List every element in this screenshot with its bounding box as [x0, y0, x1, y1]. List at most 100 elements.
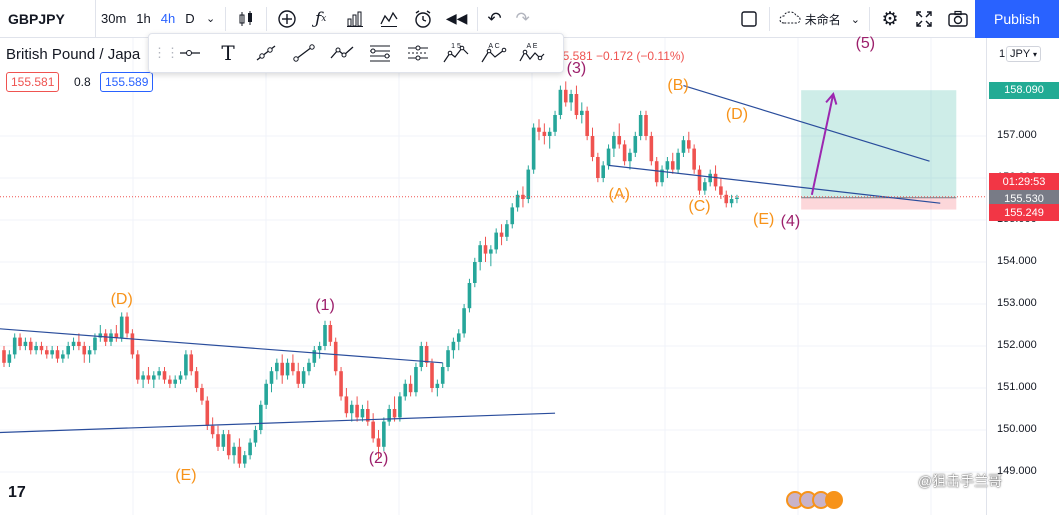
elliott-impulse-icon[interactable]: 1 5: [437, 34, 475, 72]
toolbar-right-group: 未命名 ⌄ ⚙ Publish: [732, 0, 1059, 38]
candle: [446, 346, 450, 372]
candle-body: [403, 383, 408, 397]
line-icon[interactable]: [285, 34, 323, 72]
gear-icon[interactable]: ⚙: [881, 8, 899, 30]
projection-arrow-head[interactable]: [825, 91, 838, 105]
candle-body: [483, 245, 488, 254]
elliott-wave-label[interactable]: (4): [780, 213, 801, 231]
elliott-wave-label[interactable]: (E): [753, 211, 775, 228]
drawing-toolbar: ⋮⋮ T 1 5 A C A E: [148, 33, 564, 73]
candle-body: [333, 341, 338, 372]
currency-unit-badge[interactable]: JPY ▾: [1006, 46, 1042, 62]
candle: [478, 241, 482, 271]
event-flags[interactable]: [786, 491, 843, 509]
fib-retracement-icon[interactable]: [361, 34, 399, 72]
candle-body: [307, 362, 311, 372]
candle: [563, 81, 568, 107]
elliott-wave-label[interactable]: (C): [688, 198, 711, 216]
price-axis[interactable]: 1 JPY ▾ 157.000156.000155.000154.000153.…: [986, 38, 1059, 515]
candle-body: [146, 375, 151, 380]
text-icon[interactable]: T: [221, 41, 235, 65]
tradingview-logo[interactable]: 17: [8, 484, 26, 501]
elliott-wave-label[interactable]: (A): [608, 185, 630, 203]
templates-icon[interactable]: [372, 0, 406, 38]
long-position-target-zone[interactable]: [801, 90, 957, 198]
trend-line[interactable]: [0, 325, 443, 364]
elliott-wave-label[interactable]: (1): [315, 297, 335, 315]
candle-body: [93, 337, 97, 351]
toolbar-divider: [869, 7, 870, 31]
elliott-correction-icon[interactable]: A C: [475, 34, 513, 72]
symbol-search[interactable]: GBPJPY: [0, 0, 96, 38]
alert-clock-icon[interactable]: [406, 0, 440, 38]
candle: [515, 190, 520, 212]
trend-line[interactable]: [0, 412, 556, 434]
projection-arrow-shaft[interactable]: [810, 93, 835, 196]
publish-button[interactable]: Publish: [975, 0, 1059, 38]
chart-canvas[interactable]: [0, 38, 986, 515]
candle-body: [601, 165, 605, 178]
elliott-triangle-icon[interactable]: A E: [513, 34, 551, 72]
polyline-icon[interactable]: [323, 34, 361, 72]
candle: [264, 379, 268, 409]
candle: [398, 392, 402, 422]
parallel-channel-icon[interactable]: [399, 34, 437, 72]
candle-body: [563, 89, 568, 103]
buy-price-button[interactable]: 155.589: [100, 72, 154, 92]
candle-body: [440, 367, 445, 384]
candle-body: [82, 346, 87, 355]
candles-icon[interactable]: [229, 0, 263, 38]
candle-body: [237, 446, 242, 464]
timeframe-30m[interactable]: 30m: [101, 11, 127, 26]
replay-icon[interactable]: ◀◀: [445, 10, 468, 26]
candle: [553, 110, 557, 136]
elliott-wave-label[interactable]: (3): [566, 59, 587, 77]
event-flag-icon[interactable]: [825, 491, 843, 509]
timeframe-4h[interactable]: 4h: [160, 11, 176, 26]
elliott-wave-label[interactable]: (D): [725, 106, 749, 123]
chart-pane[interactable]: (D) (E) (1) (2) (3) (A) (B) (C) (D) (E) (4) (5): [0, 34, 986, 515]
candle-body: [456, 333, 461, 342]
horizontal-ray-icon[interactable]: [171, 34, 209, 72]
fullscreen-square-icon[interactable]: [732, 0, 766, 38]
long-position-stop-zone[interactable]: [801, 197, 957, 210]
candle: [12, 333, 17, 359]
redo-icon[interactable]: ↷: [515, 8, 530, 28]
trend-line[interactable]: [608, 164, 941, 204]
sell-price-button[interactable]: 155.581: [6, 72, 60, 92]
candle-body: [574, 94, 579, 115]
trend-line[interactable]: [683, 85, 930, 162]
elliott-wave-label[interactable]: (5): [855, 34, 876, 52]
elliott-wave-label[interactable]: (D): [110, 290, 133, 308]
candle: [146, 367, 151, 384]
candle: [178, 371, 183, 384]
candle-body: [323, 325, 327, 346]
candle-body: [446, 350, 450, 367]
candle: [601, 161, 605, 183]
elliott-wave-label[interactable]: (B): [667, 76, 689, 94]
timeframe-d[interactable]: D: [185, 11, 195, 26]
symbol-legend-title[interactable]: British Pound / Japa: [6, 46, 141, 63]
candle-body: [692, 148, 696, 170]
layout-menu[interactable]: 未命名 ⌄: [773, 0, 866, 38]
camera-icon[interactable]: [941, 0, 975, 38]
candle-body: [87, 350, 92, 355]
candle-body: [451, 341, 456, 351]
timeframe-dropdown-chevron-icon[interactable]: ⌄: [206, 13, 216, 25]
timeframe-1h[interactable]: 1h: [136, 11, 151, 26]
candle-body: [216, 434, 220, 447]
undo-icon[interactable]: ↶: [487, 8, 502, 28]
layout-chevron-down-icon: ⌄: [850, 13, 860, 26]
candle-body: [649, 136, 654, 162]
candle-body: [644, 115, 648, 136]
elliott-wave-label[interactable]: (E): [175, 467, 197, 485]
compare-plus-icon[interactable]: [270, 0, 304, 38]
elliott-wave-label[interactable]: (2): [368, 450, 389, 468]
candle-body: [18, 337, 22, 346]
financials-icon[interactable]: [338, 0, 372, 38]
candle-body: [387, 409, 391, 422]
trend-line-icon[interactable]: [247, 34, 285, 72]
expand-icon[interactable]: [907, 0, 941, 38]
drag-handle-icon[interactable]: ⋮⋮: [153, 45, 179, 60]
